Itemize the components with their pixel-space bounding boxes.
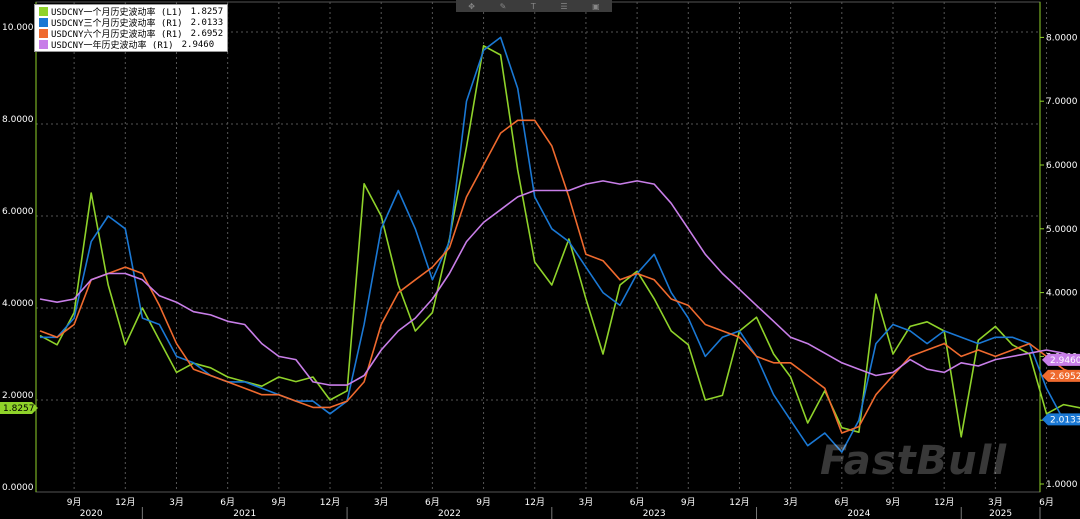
legend-value: 1.8257 [190,6,224,17]
left-tick-label: 4.0000 [2,299,34,309]
value-tags: 1.8257 2.0133 2.6952 2.9460 [0,353,1080,426]
legend-label: USDCNY一年历史波动率 (R1) [51,41,174,51]
plot-border [35,1,1041,493]
legend-swatch [39,7,48,16]
camera-icon[interactable]: ▣ [592,1,600,11]
month-tick-label: 6月 [834,497,849,508]
move-icon[interactable]: ✥ [468,1,475,11]
month-tick-label: 3月 [169,497,184,508]
chart-legend: USDCNY一个月历史波动率 (L1) 1.8257 USDCNY三个月历史波动… [34,4,229,52]
last-value-label: 2.0133 [1050,415,1080,425]
month-tick-label: 9月 [271,497,286,508]
legend-swatch [39,40,48,49]
left-tick-label: 6.0000 [2,207,34,217]
legend-label: USDCNY一个月历史波动率 (L1) [51,8,183,18]
last-value-tag [1042,353,1080,366]
list-icon[interactable]: ☰ [560,1,568,11]
month-tick-label: 12月 [115,497,135,508]
month-tick-label: 12月 [934,497,954,508]
year-label: 2024 [847,509,870,519]
right-tick-label: 5.0000 [1046,225,1078,235]
series-layer [39,36,1080,453]
last-value-label: 1.8257 [3,404,35,414]
left-tick-label: 2.0000 [2,391,34,401]
year-label: 2023 [643,509,666,519]
left-tick-label: 0.0000 [2,483,34,493]
series-line [39,44,1080,438]
month-tick-label: 6月 [425,497,440,508]
legend-item: USDCNY六个月历史波动率 (R1) 2.6952 [39,28,224,40]
month-tick-label: 9月 [681,497,696,508]
month-tick-label: 6月 [630,497,645,508]
month-tick-label: 9月 [886,497,901,508]
legend-item: USDCNY一年历史波动率 (R1) 2.9460 [39,39,223,51]
year-label: 2020 [80,509,103,519]
legend-swatch [39,18,48,27]
year-label: 2022 [438,509,461,519]
month-tick-label: 12月 [320,497,340,508]
chart-toolbar: ✥ ✎ T ☰ ▣ [456,0,612,12]
series-line [40,36,1080,453]
watermark: FastBull [820,438,1008,484]
month-tick-label: 3月 [374,497,389,508]
right-tick-label: 1.0000 [1046,480,1078,490]
legend-item: USDCNY三个月历史波动率 (R1) 2.0133 [39,17,224,29]
legend-value: 2.0133 [190,17,224,28]
month-tick-label: 9月 [67,497,82,508]
legend-swatch [39,29,48,38]
legend-label: USDCNY六个月历史波动率 (R1) [51,30,183,40]
month-tick-label: 3月 [988,497,1003,508]
series-line [39,180,1080,386]
right-tick-label: 4.0000 [1046,289,1078,299]
right-tick-label: 6.0000 [1046,161,1078,171]
month-tick-label: 6月 [220,497,235,508]
month-tick-label: 6月 [1039,497,1054,508]
right-tick-label: 8.0000 [1046,33,1078,43]
year-label: 2025 [989,509,1012,519]
left-tick-label: 8.0000 [2,115,34,125]
legend-item: USDCNY一个月历史波动率 (L1) 1.8257 [39,6,224,18]
month-tick-label: 3月 [579,497,594,508]
last-value-label: 2.9460 [1050,356,1080,366]
pencil-icon[interactable]: ✎ [499,1,507,11]
month-tick-label: 3月 [783,497,798,508]
grid-lines [35,1,1048,493]
month-tick-label: 9月 [476,497,491,508]
legend-label: USDCNY三个月历史波动率 (R1) [51,19,183,29]
left-tick-label: 10.0000 [2,23,39,33]
month-tick-label: 12月 [525,497,545,508]
legend-value: 2.9460 [181,39,215,50]
legend-value: 2.6952 [190,28,224,39]
last-value-tag [0,402,38,415]
right-tick-label: 7.0000 [1046,97,1078,107]
series-line [39,119,1080,434]
year-label: 2021 [233,509,256,519]
last-value-tag [1042,369,1080,382]
text-icon[interactable]: T [530,1,536,11]
month-tick-label: 12月 [729,497,749,508]
last-value-label: 2.6952 [1050,372,1080,382]
last-value-tag [1042,413,1080,426]
